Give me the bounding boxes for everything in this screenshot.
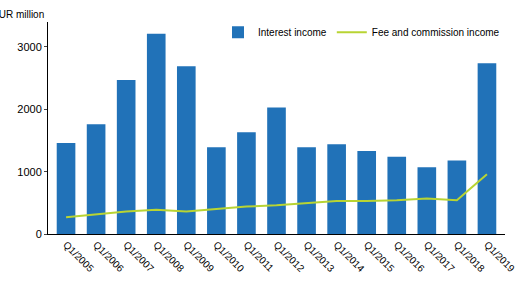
- svg-text:0: 0: [36, 228, 42, 240]
- svg-text:Q1/2010: Q1/2010: [211, 239, 246, 274]
- svg-text:Q1/2005: Q1/2005: [61, 239, 96, 274]
- svg-text:Q1/2008: Q1/2008: [151, 239, 186, 274]
- svg-text:Q1/2006: Q1/2006: [91, 239, 126, 274]
- svg-text:EUR million: EUR million: [0, 9, 44, 20]
- svg-text:Q1/2014: Q1/2014: [332, 239, 367, 274]
- svg-text:Q1/2019: Q1/2019: [482, 239, 517, 274]
- svg-text:Q1/2007: Q1/2007: [121, 239, 156, 274]
- svg-text:1000: 1000: [17, 166, 41, 178]
- svg-text:Q1/2011: Q1/2011: [241, 239, 276, 274]
- svg-text:Interest income: Interest income: [258, 27, 327, 38]
- svg-text:Q1/2016: Q1/2016: [392, 239, 427, 274]
- svg-text:2000: 2000: [17, 103, 41, 115]
- svg-text:Q1/2018: Q1/2018: [452, 239, 487, 274]
- svg-text:3000: 3000: [17, 41, 41, 53]
- svg-text:Fee and commission income: Fee and commission income: [372, 27, 500, 38]
- svg-text:Q1/2012: Q1/2012: [272, 239, 307, 274]
- svg-text:Q1/2017: Q1/2017: [422, 239, 457, 274]
- svg-text:Q1/2013: Q1/2013: [302, 239, 337, 274]
- svg-text:Q1/2009: Q1/2009: [181, 239, 216, 274]
- svg-text:Q1/2015: Q1/2015: [362, 239, 397, 274]
